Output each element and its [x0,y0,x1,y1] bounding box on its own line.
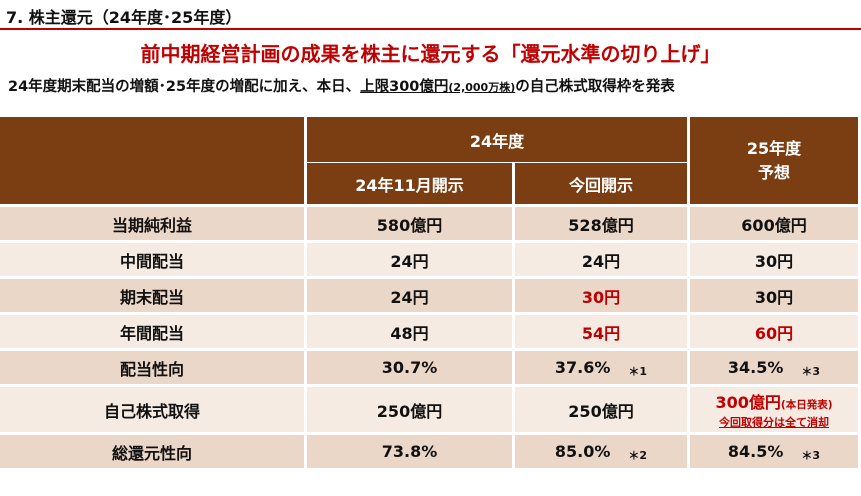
shareholder-return-table: 24年度 25年度 予想 24年11月開示 今回開示 当期純利益 580億円 5… [0,117,861,471]
header-corner [0,117,307,207]
subline-post: の自己株式取得枠を発表 [515,79,675,95]
cell-fy25: 34.5% ＊3 [690,351,861,387]
subline-underlined: 上限300億円(2,000万株) [360,79,515,95]
cell-current: 250億円 [515,387,690,435]
cell-nov: 48円 [307,315,515,351]
row-label: 配当性向 [0,351,307,387]
row-label: 期末配当 [0,279,307,315]
row-label: 年間配当 [0,315,307,351]
footnote-mark: ＊2 [628,449,648,462]
header-current: 今回開示 [515,163,690,207]
cell-nov: 24円 [307,243,515,279]
cell-current: 24円 [515,243,690,279]
header-nov: 24年11月開示 [307,163,515,207]
cell-current: 37.6% ＊1 [515,351,690,387]
row-label: 中間配当 [0,243,307,279]
header-fy25: 25年度 予想 [690,117,861,207]
buyback-amount: 300億円 [715,393,781,412]
cell-nov: 24円 [307,279,515,315]
table-row: 総還元性向 73.8% 85.0% ＊2 84.5% ＊3 [0,435,861,471]
cell-current-value: 85.0% [554,442,611,461]
cell-fy25: 30円 [690,279,861,315]
subline: 24年度期末配当の増額･25年度の増配に加え、本日、上限300億円(2,000万… [8,75,861,96]
cell-fy25: 30円 [690,243,861,279]
table-row: 配当性向 30.7% 37.6% ＊1 34.5% ＊3 [0,351,861,387]
row-label: 総還元性向 [0,435,307,471]
cell-nov: 73.8% [307,435,515,471]
header-fy24: 24年度 [307,117,690,163]
cell-current: 85.0% ＊2 [515,435,690,471]
title-bar: 7. 株主還元（24年度･25年度） [0,0,861,30]
cell-fy25: 84.5% ＊3 [690,435,861,471]
cell-current: 528億円 [515,207,690,243]
cell-fy25-value: 84.5% [727,442,784,461]
row-label: 当期純利益 [0,207,307,243]
cell-fy25: 60円 [690,315,861,351]
buyback-cancel-note: 今回取得分は全て消却 [719,416,829,429]
cell-nov: 30.7% [307,351,515,387]
table-row: 自己株式取得 250億円 250億円 300億円(本日発表) 今回取得分は全て消… [0,387,861,435]
footnote-mark: ＊3 [801,449,821,462]
subline-underlined-main: 上限300億円 [360,79,449,95]
table-row: 当期純利益 580億円 528億円 600億円 [0,207,861,243]
table-row: 期末配当 24円 30円 30円 [0,279,861,315]
slide-title: 7. 株主還元（24年度･25年度） [6,8,242,27]
cell-current: 30円 [515,279,690,315]
footnote-mark: ＊1 [628,365,648,378]
cell-fy25-buyback: 300億円(本日発表) 今回取得分は全て消却 [690,387,861,435]
subline-underlined-small: (2,000万株) [448,81,516,94]
cell-current-value: 37.6% [554,358,611,377]
footnote-mark: ＊3 [801,365,821,378]
buyback-note: (本日発表) [780,399,833,411]
headline: 前中期経営計画の成果を株主に還元する「還元水準の切り上げ」 [140,42,721,66]
row-label: 自己株式取得 [0,387,307,435]
cell-current: 54円 [515,315,690,351]
cell-fy25-value: 34.5% [727,358,784,377]
cell-fy25: 600億円 [690,207,861,243]
cell-nov: 580億円 [307,207,515,243]
table-row: 年間配当 48円 54円 60円 [0,315,861,351]
subline-pre: 24年度期末配当の増額･25年度の増配に加え、本日、 [8,79,361,95]
table-row: 中間配当 24円 24円 30円 [0,243,861,279]
cell-nov: 250億円 [307,387,515,435]
